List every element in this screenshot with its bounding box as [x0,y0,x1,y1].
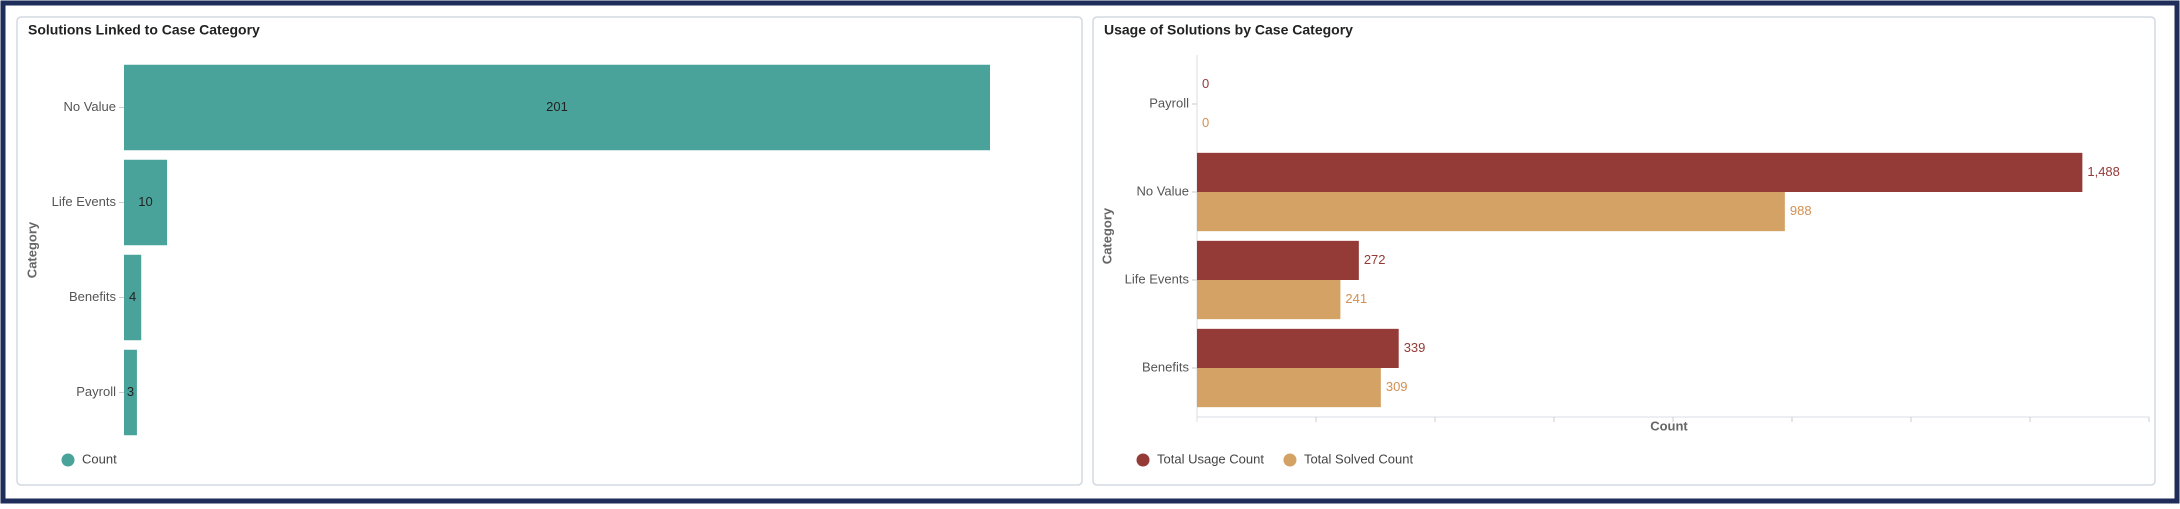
value-label: 241 [1345,291,1367,306]
legend-marker [1136,453,1150,467]
legend-marker [1283,453,1297,467]
value-label: 272 [1364,252,1386,267]
y-tick-label: No Value [63,99,116,114]
chart-title: Solutions Linked to Case Category [28,22,260,38]
bar [1197,152,2083,192]
legend-label: Total Usage Count [1157,451,1264,466]
y-tick-label: Life Events [1125,271,1190,286]
bar [1197,240,1359,280]
chart-title: Usage of Solutions by Case Category [1104,22,1353,38]
bar [1197,280,1341,320]
bar [124,64,990,151]
value-label: 988 [1790,203,1812,218]
value-label: 3 [127,384,134,399]
bar [124,159,168,246]
bar [124,254,142,341]
value-label: 339 [1404,340,1426,355]
value-label: 309 [1386,379,1408,394]
y-axis-title: Category [1099,207,1114,264]
x-axis-title: Count [1650,418,1688,433]
value-label: 10 [138,194,152,209]
y-tick-label: Life Events [52,194,117,209]
bar [1197,328,1399,368]
bar [1197,368,1381,408]
y-axis-title: Category [24,221,39,278]
bar [1197,192,1785,232]
value-label: 0 [1202,115,1209,130]
bar [124,349,137,436]
y-tick-label: Payroll [76,384,116,399]
legend-label: Count [82,451,117,466]
value-label: 0 [1202,76,1209,91]
legend-label: Total Solved Count [1304,451,1414,466]
legend-marker [61,453,75,467]
value-label: 4 [129,289,136,304]
y-tick-label: Payroll [1149,95,1189,110]
value-label: 201 [546,99,568,114]
y-tick-label: Benefits [69,289,116,304]
y-tick-label: No Value [1136,183,1189,198]
value-label: 1,488 [2087,164,2120,179]
y-tick-label: Benefits [1142,359,1189,374]
